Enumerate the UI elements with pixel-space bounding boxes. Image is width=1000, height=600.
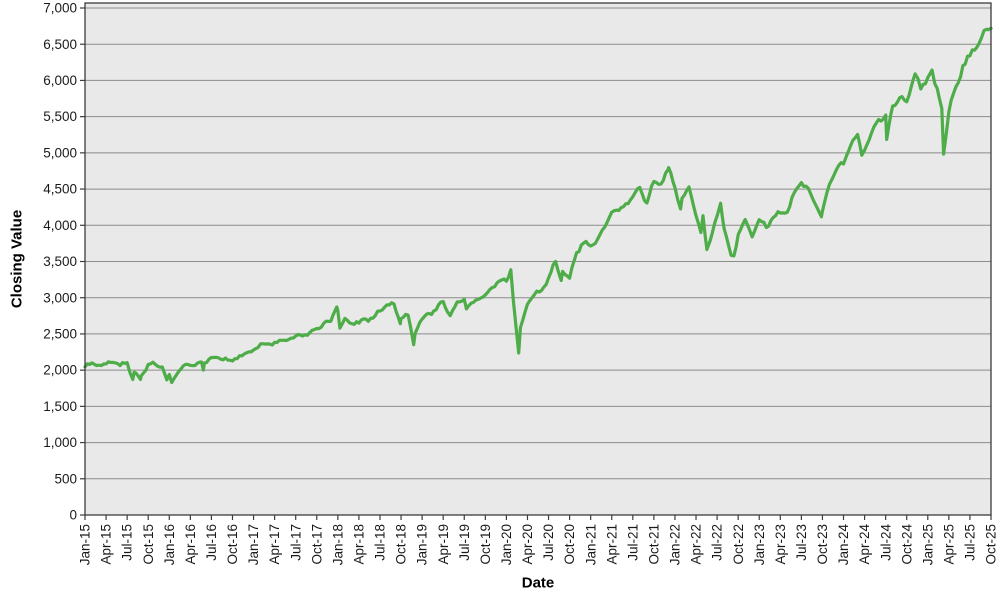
x-tick-label: Jan-20 bbox=[499, 524, 514, 565]
y-tick-label: 1,500 bbox=[43, 399, 77, 414]
x-tick-label: Jan-18 bbox=[330, 524, 345, 565]
y-tick-label: 6,500 bbox=[43, 37, 77, 52]
x-tick-label: Jan-23 bbox=[752, 524, 767, 565]
x-tick-label: Oct-24 bbox=[899, 524, 914, 565]
x-tick-label: Jul-16 bbox=[204, 524, 219, 561]
x-tick-label: Oct-16 bbox=[225, 524, 240, 565]
y-tick-label: 4,000 bbox=[43, 218, 77, 233]
x-tick-label: Apr-16 bbox=[183, 524, 198, 565]
x-tick-label: Jul-21 bbox=[625, 524, 640, 561]
x-tick-label: Oct-25 bbox=[984, 524, 999, 565]
x-tick-label: Jul-18 bbox=[373, 524, 388, 561]
x-tick-label: Oct-23 bbox=[815, 524, 830, 565]
y-tick-label: 2,500 bbox=[43, 327, 77, 342]
y-tick-label: 4,500 bbox=[43, 182, 77, 197]
y-tick-label: 2,000 bbox=[43, 363, 77, 378]
y-tick-label: 0 bbox=[69, 508, 77, 523]
x-tick-label: Jul-22 bbox=[710, 524, 725, 561]
x-tick-label: Oct-18 bbox=[394, 524, 409, 565]
x-tick-label: Jan-22 bbox=[668, 524, 683, 565]
x-tick-label: Apr-24 bbox=[857, 524, 872, 565]
x-tick-label: Apr-21 bbox=[604, 524, 619, 565]
x-tick-label: Jan-19 bbox=[415, 524, 430, 565]
y-tick-label: 5,000 bbox=[43, 145, 77, 160]
x-tick-label: Jul-25 bbox=[963, 524, 978, 561]
x-tick-label: Apr-23 bbox=[773, 524, 788, 565]
x-tick-label: Apr-18 bbox=[352, 524, 367, 565]
y-tick-label: 500 bbox=[54, 471, 77, 486]
x-tick-label: Apr-25 bbox=[941, 524, 956, 565]
x-tick-label: Oct-22 bbox=[731, 524, 746, 565]
x-tick-label: Jul-17 bbox=[288, 524, 303, 561]
x-tick-label: Apr-17 bbox=[267, 524, 282, 565]
y-tick-label: 3,500 bbox=[43, 254, 77, 269]
x-tick-label: Oct-17 bbox=[309, 524, 324, 565]
x-tick-label: Jan-21 bbox=[583, 524, 598, 565]
y-axis-title: Closing Value bbox=[8, 209, 26, 309]
y-tick-label: 5,500 bbox=[43, 109, 77, 124]
closing-value-series-line bbox=[83, 26, 993, 385]
x-tick-label: Jul-23 bbox=[794, 524, 809, 561]
x-tick-label: Jul-19 bbox=[457, 524, 472, 561]
x-tick-label: Oct-19 bbox=[478, 524, 493, 565]
x-tick-label: Jul-15 bbox=[120, 524, 135, 561]
x-tick-label: Jan-24 bbox=[836, 524, 851, 566]
y-tick-label: 7,000 bbox=[43, 1, 77, 16]
x-tick-label: Apr-15 bbox=[99, 524, 114, 565]
x-tick-label: Apr-20 bbox=[520, 524, 535, 565]
x-tick-label: Jul-24 bbox=[878, 524, 893, 561]
x-tick-label: Jan-25 bbox=[920, 524, 935, 565]
x-tick-label: Jul-20 bbox=[541, 524, 556, 561]
x-tick-label: Oct-15 bbox=[141, 524, 156, 565]
y-tick-label: 3,000 bbox=[43, 290, 77, 305]
x-tick-label: Jan-17 bbox=[246, 524, 261, 565]
x-tick-label: Apr-22 bbox=[689, 524, 704, 565]
x-tick-label: Apr-19 bbox=[436, 524, 451, 565]
x-tick-label: Jan-16 bbox=[162, 524, 177, 565]
y-tick-label: 1,000 bbox=[43, 435, 77, 450]
y-tick-label: 6,000 bbox=[43, 73, 77, 88]
x-tick-label: Jan-15 bbox=[78, 524, 93, 565]
x-tick-label: Oct-21 bbox=[646, 524, 661, 565]
x-axis-title: Date bbox=[521, 574, 555, 592]
x-tick-label: Oct-20 bbox=[562, 524, 577, 565]
